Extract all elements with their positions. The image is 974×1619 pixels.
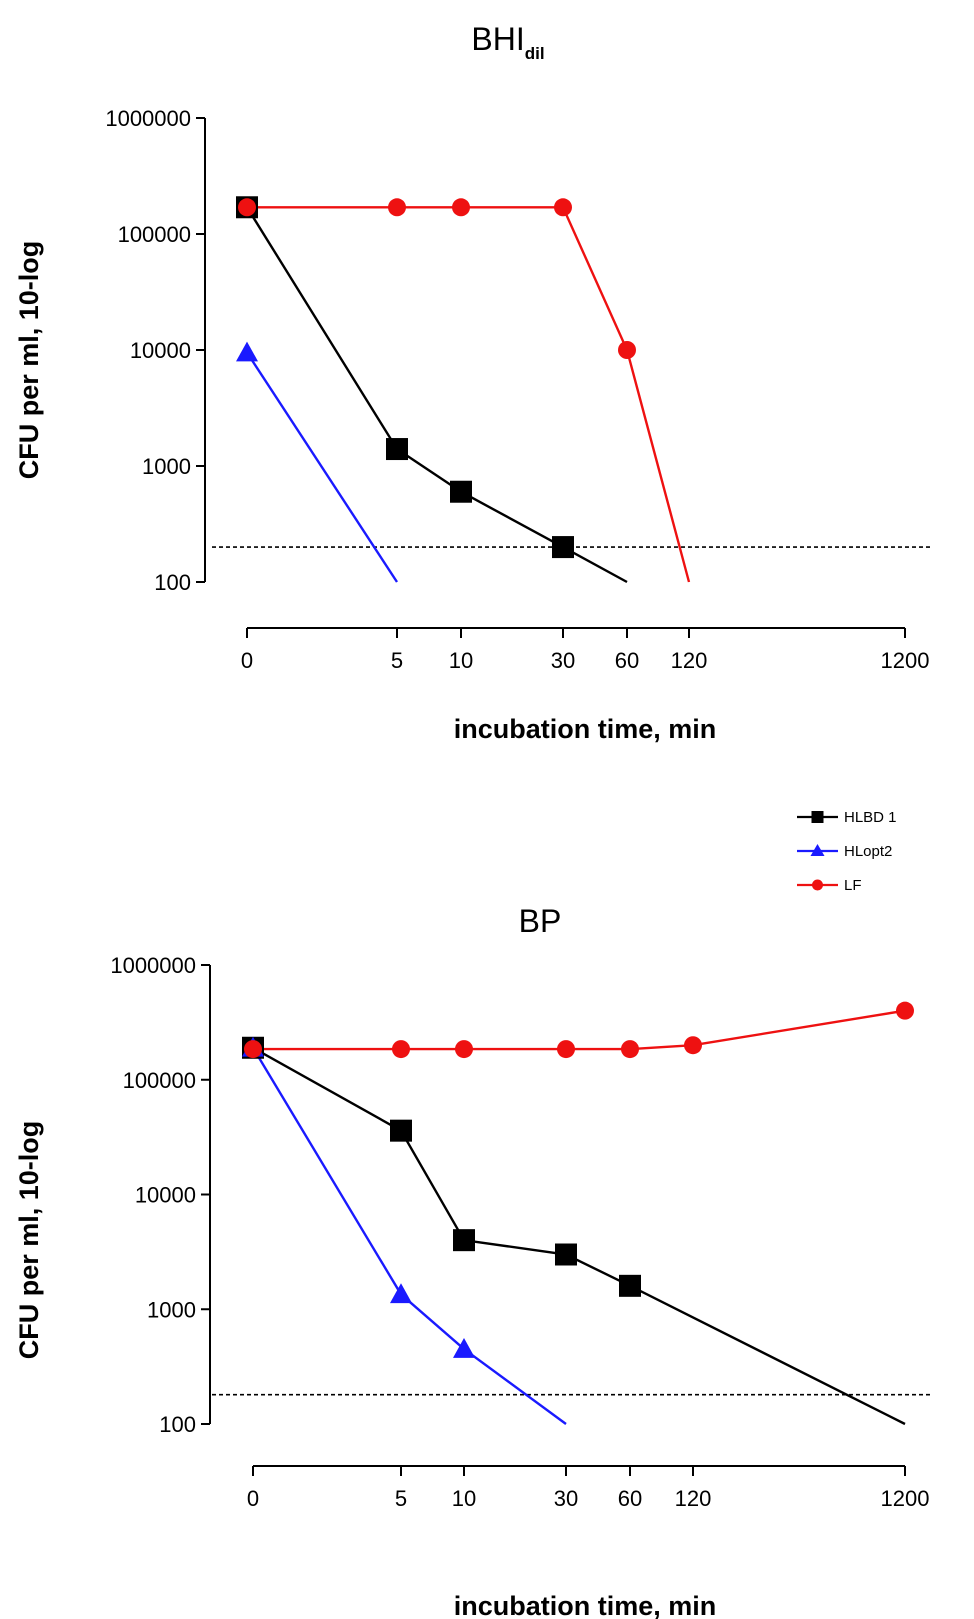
y-tick-label: 1000 <box>147 1297 196 1322</box>
data-point-lf <box>557 1040 575 1059</box>
x-tick-label: 1200 <box>881 1486 930 1511</box>
x-tick-label: 120 <box>675 1486 712 1511</box>
x-tick-label: 0 <box>247 1486 259 1511</box>
data-point-lf <box>452 198 470 217</box>
y-tick-label: 100000 <box>118 222 191 247</box>
data-point-lf <box>455 1040 473 1059</box>
x-tick-label: 5 <box>395 1486 407 1511</box>
data-point-hlopt2 <box>453 1338 475 1358</box>
y-tick-label: 1000 <box>142 454 191 479</box>
y-tick-label: 1000000 <box>105 106 191 131</box>
legend: HLBD 1 HLopt2 LF <box>797 809 897 894</box>
series-line-hlbd-1 <box>245 206 628 584</box>
y-tick-label: 100000 <box>123 1068 196 1093</box>
x-tick-label: 60 <box>615 648 639 673</box>
x-tick-label: 30 <box>551 648 575 673</box>
data-point-lf <box>618 341 636 359</box>
y-tick-label: 10000 <box>130 338 191 363</box>
data-point-lf <box>238 198 256 217</box>
legend-label-hlopt2: HLopt2 <box>844 843 892 860</box>
x-tick-label: 1200 <box>881 648 930 673</box>
x-axis-label: incubation time, min <box>454 1591 717 1619</box>
data-point-lf <box>684 1036 702 1055</box>
data-point-hlbd-1 <box>453 1229 475 1252</box>
data-point-hlbd-1 <box>552 536 574 559</box>
legend-marker-hlopt2 <box>810 844 825 856</box>
series-line-lf <box>253 1009 906 1051</box>
data-point-lf <box>621 1040 639 1059</box>
y-tick-label: 100 <box>159 1412 196 1437</box>
series-line-lf <box>247 206 691 583</box>
data-point-lf <box>392 1040 410 1059</box>
x-tick-label: 30 <box>554 1486 578 1511</box>
legend-label-hlbd-1: HLBD 1 <box>844 809 897 826</box>
chart-title: BP <box>519 903 562 939</box>
data-point-lf <box>896 1001 914 1020</box>
data-point-hlbd-1 <box>555 1243 577 1266</box>
data-point-lf <box>554 198 572 217</box>
data-point-hlbd-1 <box>450 480 472 503</box>
y-axis-label: CFU per ml, 10-log <box>14 241 44 480</box>
x-tick-label: 0 <box>241 648 253 673</box>
data-point-hlopt2 <box>390 1283 412 1304</box>
data-point-hlopt2 <box>236 341 258 362</box>
x-tick-label: 10 <box>449 648 473 673</box>
series-line-hlbd-1 <box>252 1046 906 1426</box>
y-tick-label: 1000000 <box>110 953 196 978</box>
data-point-hlbd-1 <box>619 1274 641 1297</box>
data-point-lf <box>244 1040 262 1059</box>
panel-bhi-dil: BHIdil CFU per ml, 10-log incubation tim… <box>14 21 930 744</box>
legend-marker-hlbd-1 <box>811 811 824 823</box>
series-line-hlopt2 <box>245 351 399 583</box>
x-tick-label: 60 <box>618 1486 642 1511</box>
chart-title: BHIdil <box>471 21 544 63</box>
x-axis-label: incubation time, min <box>454 714 717 744</box>
data-point-hlbd-1 <box>390 1119 412 1142</box>
x-tick-label: 10 <box>452 1486 476 1511</box>
legend-label-lf: LF <box>844 877 862 894</box>
panel-bp: BP CFU per ml, 10-log incubation time, m… <box>14 903 930 1619</box>
x-tick-label: 5 <box>391 648 403 673</box>
x-tick-label: 120 <box>671 648 708 673</box>
y-axis-label: CFU per ml, 10-log <box>14 1121 44 1360</box>
y-tick-label: 10000 <box>135 1183 196 1208</box>
legend-marker-lf <box>812 879 823 891</box>
data-point-lf <box>388 198 406 217</box>
y-tick-label: 100 <box>154 570 191 595</box>
series-line-hlopt2 <box>251 1047 567 1425</box>
data-point-hlbd-1 <box>386 438 408 461</box>
